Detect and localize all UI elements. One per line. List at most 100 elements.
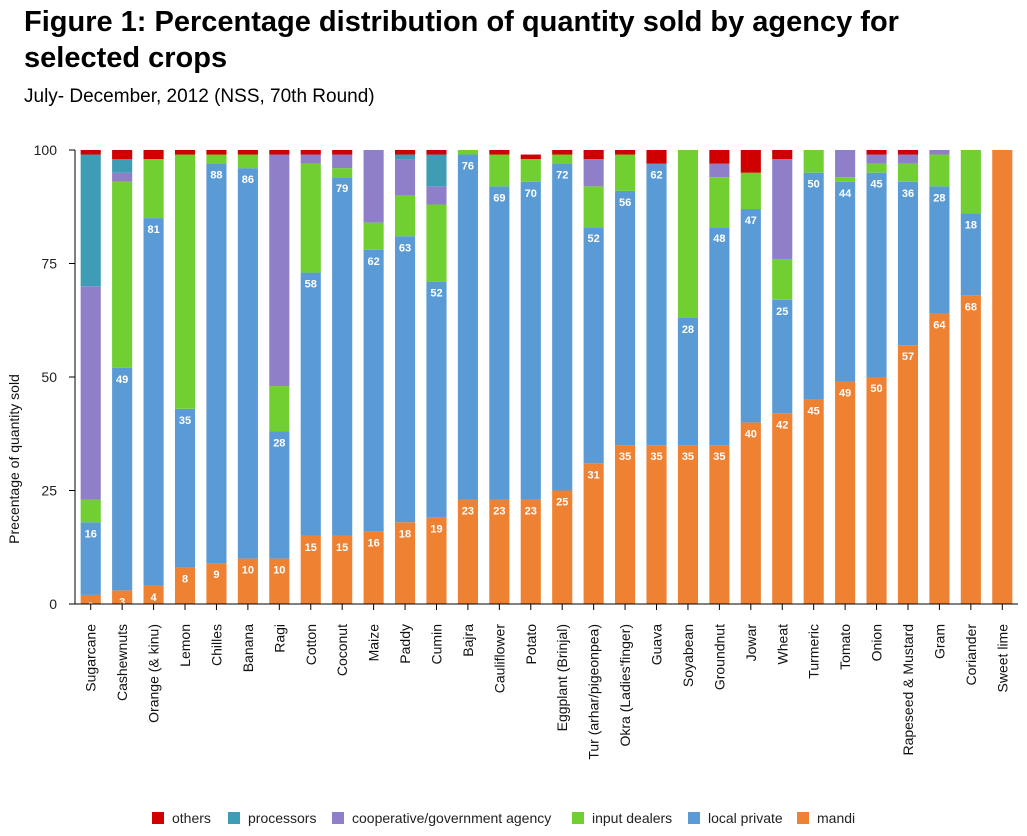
- x-tick-label: Gram: [931, 624, 947, 659]
- bar-segment: [237, 168, 258, 559]
- legend: others processors cooperative/government a…: [0, 810, 1027, 832]
- data-label: 36: [902, 188, 914, 200]
- x-tick-label: Orange (& kinu): [146, 624, 162, 723]
- bar-stack: 23 70: [520, 154, 541, 604]
- x-tick-label: Ragi: [271, 624, 287, 653]
- bar-segment: [80, 150, 101, 155]
- bar-stack: 216: [80, 150, 101, 613]
- bar-stack: 25 72: [552, 150, 573, 604]
- legend-swatch: [572, 812, 584, 824]
- legend-item: local private: [688, 810, 783, 826]
- x-tick-label: Lemon: [177, 624, 193, 667]
- bar-segment: [269, 386, 290, 432]
- legend-item: processors: [228, 810, 316, 826]
- bar-segment: [457, 499, 478, 604]
- bar-segment: [646, 163, 667, 446]
- bar-stack: 49 44: [835, 150, 856, 604]
- bar-segment: [677, 445, 699, 604]
- bar-segment: [143, 585, 164, 604]
- data-label: 35: [713, 451, 725, 463]
- bar-segment: [237, 154, 258, 169]
- bar-segment: [112, 181, 133, 368]
- data-label: 18: [965, 220, 977, 232]
- bar-segment: [646, 150, 667, 164]
- bar-stack: 35 56: [615, 150, 636, 604]
- bar-segment: [112, 172, 133, 182]
- x-tick-label: Wheat: [774, 624, 790, 665]
- bar-segment: [520, 154, 541, 160]
- y-tick-label: 25: [41, 483, 57, 499]
- bar-segment: [866, 150, 887, 155]
- legend-label: mandi: [817, 810, 856, 826]
- chart-subtitle: July- December, 2012 (NSS, 70th Round): [24, 86, 375, 107]
- data-label: 18: [399, 528, 411, 540]
- x-tick-label: Coriander: [963, 624, 979, 686]
- bar-stack: 50 45: [866, 150, 887, 604]
- legend-swatch: [332, 812, 344, 824]
- bar-segment: [394, 154, 416, 160]
- bar-segment: [269, 154, 290, 387]
- bar-segment: [332, 168, 353, 178]
- y-axis: 0 25 50 75 100: [34, 142, 76, 612]
- data-label: 76: [462, 161, 474, 173]
- bar-segment: [300, 150, 321, 155]
- y-axis-label: Precentage of quantity sold: [6, 374, 22, 544]
- legend-item: others: [152, 810, 211, 826]
- x-tick-label: Eggplant (Brinjal): [554, 624, 570, 731]
- data-label: 49: [116, 374, 128, 386]
- data-label: 48: [713, 233, 725, 245]
- x-tick-label: Cotton: [303, 624, 319, 665]
- bar-segment: [615, 154, 636, 191]
- bar-segment: [583, 186, 604, 228]
- bar-segment: [615, 190, 636, 446]
- bar-segment: [803, 150, 824, 173]
- bar-stack: 64 28: [929, 150, 950, 604]
- bar-segment: [112, 159, 133, 173]
- data-label: 44: [839, 188, 852, 200]
- legend-swatch: [152, 812, 164, 824]
- data-label: 10: [242, 565, 254, 577]
- bar-segment: [897, 150, 919, 155]
- legend-label: others: [172, 810, 211, 826]
- data-label: 52: [430, 288, 442, 300]
- bar-segment: [332, 535, 353, 604]
- data-label: 42: [776, 419, 788, 431]
- bar-stack: 8 35: [174, 150, 196, 604]
- bars: 2163494818359881086102815581579166218631…: [80, 150, 1013, 613]
- bar-segment: [206, 563, 227, 604]
- data-label: 28: [273, 437, 285, 449]
- data-label: 68: [965, 301, 977, 313]
- data-label: 23: [525, 506, 537, 518]
- bar-stack: 9 88: [206, 150, 227, 604]
- bar-segment: [269, 431, 290, 559]
- data-label: 62: [650, 170, 662, 182]
- bar-segment: [803, 172, 824, 400]
- bar-stack: 31 52: [583, 150, 604, 604]
- bar-segment: [269, 558, 290, 604]
- data-label: 62: [367, 256, 379, 268]
- bar-segment: [960, 150, 981, 214]
- data-label: 10: [273, 565, 285, 577]
- data-label: 45: [808, 406, 820, 418]
- bar-segment: [174, 154, 196, 409]
- data-label: 3: [119, 596, 125, 608]
- bar-segment: [709, 177, 730, 228]
- bar-segment: [269, 150, 290, 155]
- bar-segment: [960, 295, 981, 604]
- bar-segment: [300, 154, 321, 164]
- bar-segment: [929, 313, 950, 604]
- bar-segment: [489, 186, 510, 500]
- data-label: 19: [430, 524, 442, 536]
- bar-segment: [740, 150, 761, 173]
- bar-segment: [615, 445, 636, 604]
- bar-segment: [80, 286, 101, 500]
- bar-segment: [332, 150, 353, 155]
- bar-segment: [394, 236, 416, 523]
- data-label: 81: [147, 224, 159, 236]
- data-label: 58: [305, 279, 317, 291]
- bar-segment: [929, 186, 950, 314]
- data-label: 70: [525, 188, 537, 200]
- x-tick-label: Groundnut: [711, 624, 727, 690]
